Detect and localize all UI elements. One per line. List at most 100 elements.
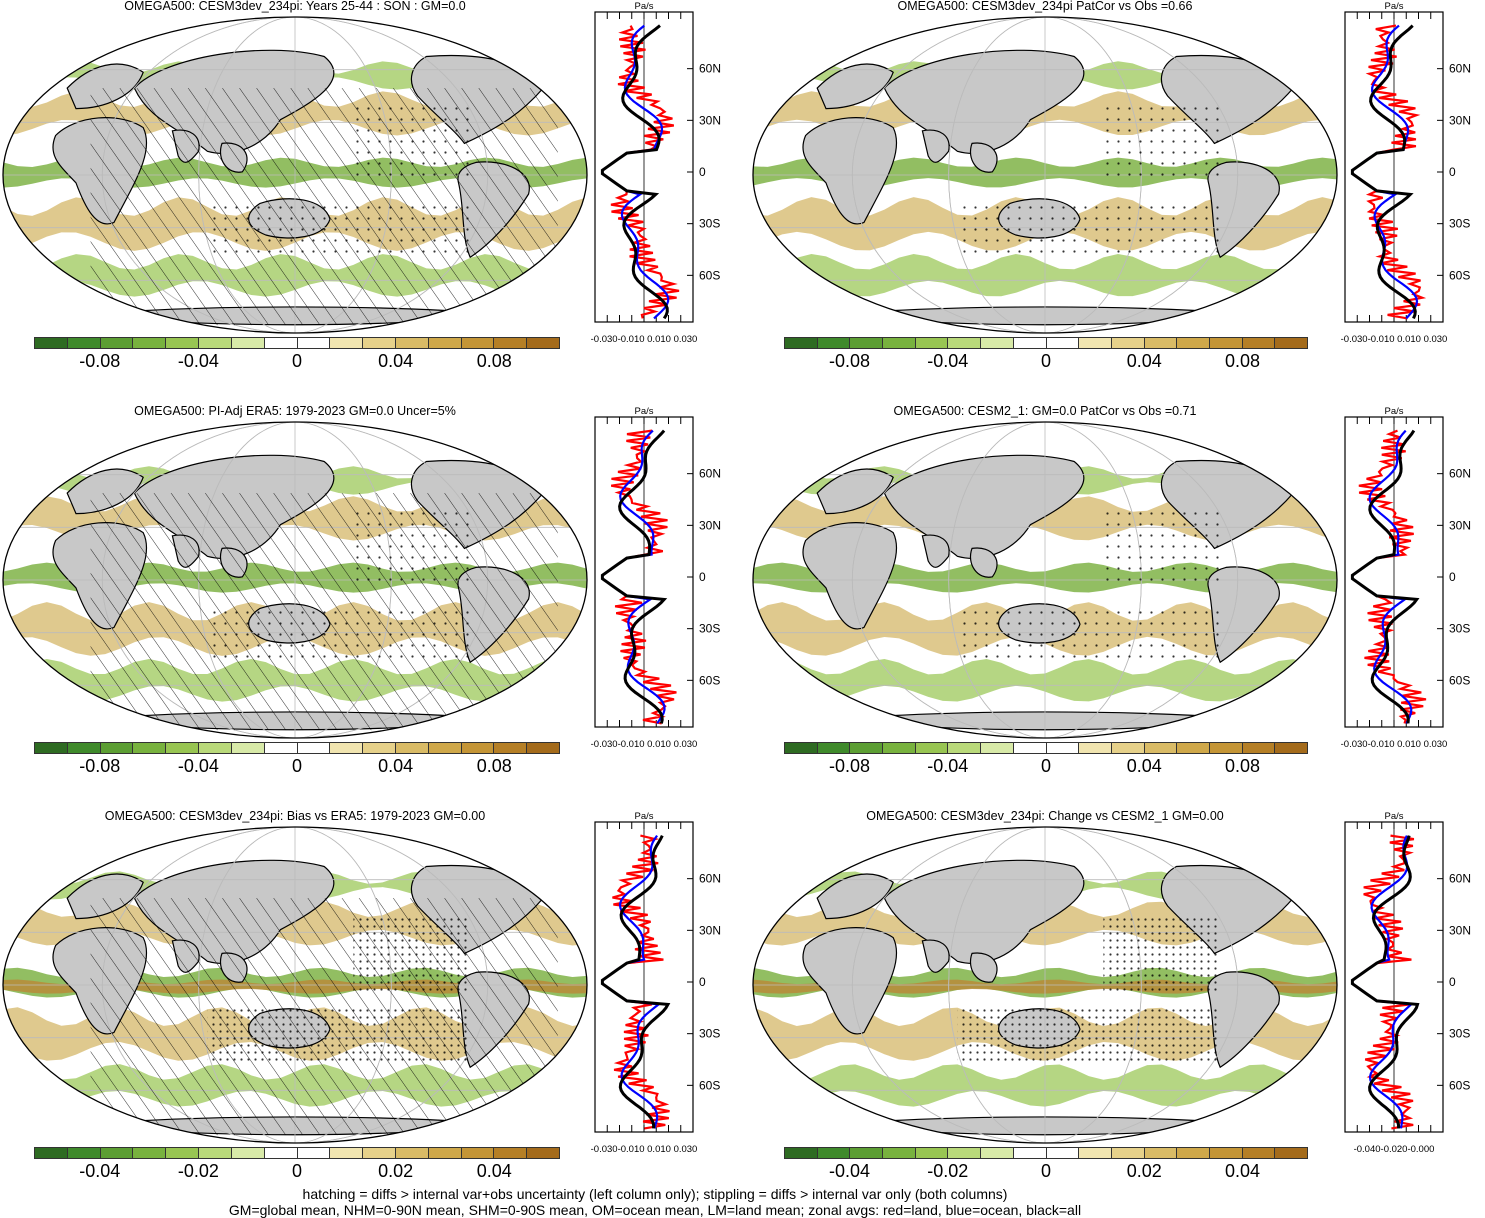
map-border [2, 826, 588, 1144]
colorbar-swatch [363, 338, 396, 348]
colorbar-label: 0.04 [1224, 1161, 1261, 1181]
colorbar-swatch [363, 1148, 396, 1158]
colorbar-swatch [264, 743, 298, 753]
zonal-xtick-labels: -0.030-0.010 0.010 0.030 [591, 739, 698, 750]
colorbar-swatch [527, 743, 559, 753]
continent-seasia [970, 142, 998, 173]
zonal-lat-label: 60N [699, 872, 721, 886]
hatching-overlay [90, 898, 558, 1136]
colorbar-label: -0.04 [927, 351, 969, 371]
continent-greenland [546, 35, 579, 69]
map-panel-6 [752, 826, 1338, 1144]
colorbar-swatch [1242, 1148, 1276, 1158]
map-panel-3 [2, 421, 588, 739]
colorbar-swatch [100, 338, 134, 348]
zonal-lat-label: 60N [1449, 62, 1471, 76]
zonal-plot-2: Pa/s 60N 30N 0 30S 60S -0.030-0.010 0.010 0.03… [1341, 1, 1471, 345]
zonal-unit-label: Pa/s [634, 406, 653, 417]
colorbar-swatch [883, 338, 916, 348]
colorbar-swatch [1111, 1148, 1145, 1158]
map-border [2, 421, 588, 739]
zonal-series-all [1350, 24, 1417, 319]
colorbar-label: 0 [1040, 351, 1052, 371]
colorbar-row-2-right [784, 742, 1308, 754]
colorbar-label: 0.08 [1224, 351, 1261, 371]
colorbar-swatch [1177, 338, 1210, 348]
continent-greenland [546, 440, 579, 474]
colorbar-row-3-right [784, 1147, 1308, 1159]
colorbar-swatch [817, 338, 851, 348]
continent-seasia [970, 547, 998, 578]
graticule-lon [851, 827, 1239, 1143]
map-content [753, 17, 1337, 333]
colorbar-swatch [166, 338, 200, 348]
colorbar-label: 0 [291, 351, 303, 371]
map-border [752, 16, 1338, 334]
stippling-overlay [957, 1008, 1221, 1064]
hatching-overlay [90, 493, 558, 731]
colorbar-swatch [428, 1148, 462, 1158]
zonal-series-all [1350, 835, 1420, 1129]
colorbar-swatch [494, 1148, 528, 1158]
colorbar-label: 0.04 [1126, 351, 1162, 371]
zonal-unit-label: Pa/s [1384, 1, 1403, 12]
colorbar-swatch [494, 338, 528, 348]
zonal-lat-label: 30S [1449, 217, 1470, 231]
zonal-plot-6: Pa/s 60N 30N 0 30S 60S -0.040-0.020-0.000 [1344, 811, 1471, 1155]
zonal-lat-label: 60S [699, 268, 720, 282]
colorbar-swatch [199, 1148, 232, 1158]
colorbar-swatch [981, 743, 1014, 753]
colorbar-swatch [395, 338, 429, 348]
colorbar-swatch [330, 743, 364, 753]
colorbar-swatch [883, 743, 916, 753]
zonal-lat-label: 30S [699, 217, 720, 231]
colorbar-swatch [1111, 338, 1145, 348]
zonal-series-land [1351, 834, 1415, 1130]
colorbar-swatch [35, 338, 68, 348]
panel-title-1: OMEGA500: CESM3dev_234pi: Years 25-44 : … [124, 0, 466, 13]
colorbar-swatch [100, 1148, 134, 1158]
footer-line-2: GM=global mean, NHM=0-90N mean, SHM=0-90… [228, 1202, 1082, 1218]
colorbar-swatch [1275, 1148, 1307, 1158]
map-border [2, 16, 588, 334]
zonal-lat-label: 0 [699, 975, 706, 989]
colorbar-swatch [1209, 1148, 1243, 1158]
zonal-lat-label: 0 [699, 165, 706, 179]
map-content [3, 827, 587, 1143]
continent-africa [802, 522, 898, 630]
colorbar-swatch [1144, 338, 1178, 348]
colorbar-swatch [527, 338, 559, 348]
continent-greenland [1296, 35, 1329, 69]
colorbar-swatch [67, 1148, 101, 1158]
colorbar-swatch [948, 338, 982, 348]
stippling-overlay [1103, 508, 1221, 588]
zonal-lat-label: 30N [699, 923, 721, 937]
map-content [753, 827, 1337, 1143]
zonal-lat-label: 30S [699, 622, 720, 636]
colorbar-swatch [297, 743, 331, 753]
colorbar-swatch [1079, 1148, 1112, 1158]
colorbar-swatch [35, 1148, 68, 1158]
colorbar-label: 0.04 [476, 1161, 512, 1181]
zonal-lat-label: 60S [1449, 1078, 1470, 1092]
colorbar-swatch [133, 338, 167, 348]
colorbar-label: -0.02 [177, 1161, 219, 1181]
zonal-xtick-labels: -0.030-0.010 0.010 0.030 [1341, 334, 1448, 345]
continent-europe [816, 873, 894, 920]
colorbar-label: 0 [291, 756, 303, 776]
hatching-overlay [90, 88, 558, 326]
colorbar-swatch [1177, 1148, 1210, 1158]
continent-greenland [1296, 440, 1329, 474]
colorbar-swatch [1275, 338, 1307, 348]
colorbar-swatch [527, 1148, 559, 1158]
colorbar-swatch [199, 338, 232, 348]
colorbar-swatch [1209, 338, 1243, 348]
colorbar-swatch [330, 338, 364, 348]
colorbar-swatch [297, 1148, 331, 1158]
colorbar-swatch [330, 1148, 364, 1158]
colorbar-swatch [883, 1148, 916, 1158]
colorbar-swatch [850, 743, 884, 753]
colorbar-row-3-left [34, 1147, 560, 1159]
continent-seasia [970, 952, 998, 983]
colorbar-swatch [981, 338, 1014, 348]
